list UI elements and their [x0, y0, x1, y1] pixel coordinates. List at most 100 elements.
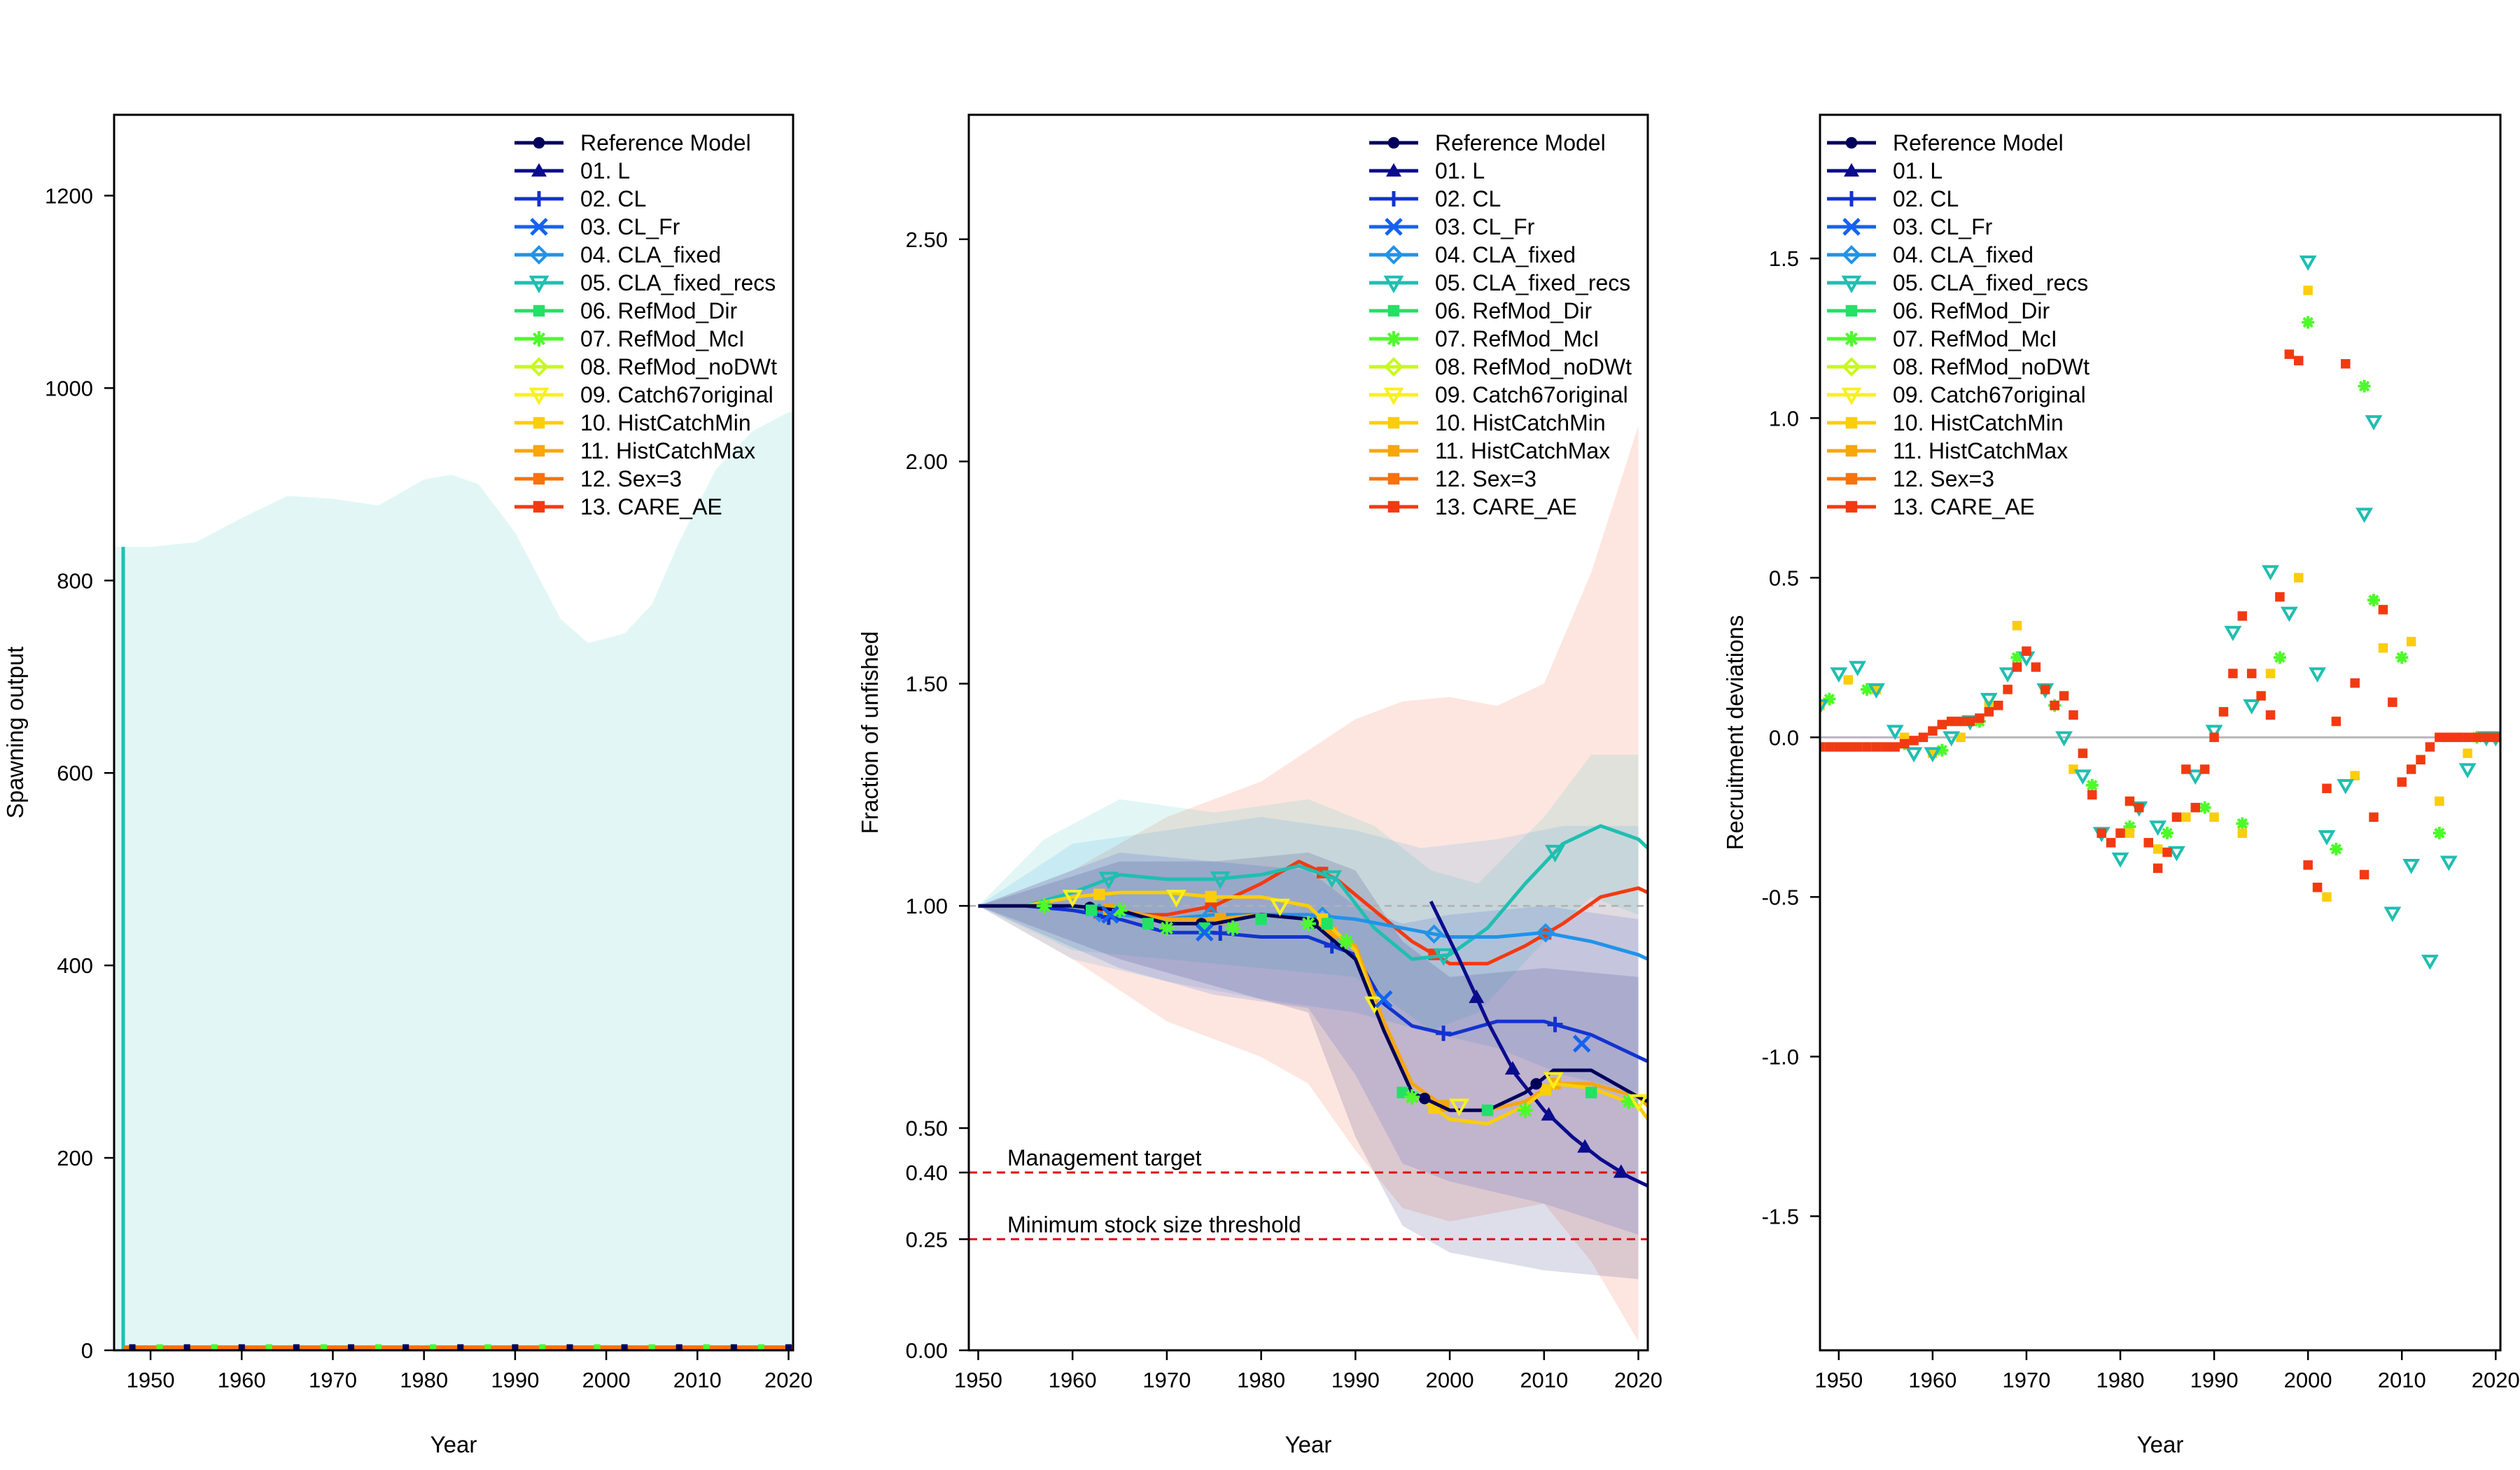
legend-marker — [528, 275, 550, 294]
legend-marker-shape — [1841, 387, 1862, 406]
data-point-shape — [2402, 859, 2421, 874]
data-point-shape — [1942, 731, 1961, 747]
data-point — [2237, 611, 2248, 621]
data-point — [1830, 667, 1848, 683]
series-marker-shape — [402, 1344, 410, 1350]
data-point-shape — [2218, 707, 2229, 717]
legend-marker-shape — [1841, 275, 1862, 294]
data-point — [1909, 736, 1919, 746]
legend-label: 08. RefMod_noDWt — [580, 354, 777, 379]
data-point-shape — [2198, 801, 2211, 814]
legend-label: 07. RefMod_McI — [580, 326, 745, 351]
data-point-shape — [1918, 732, 1928, 743]
legend-marker-shape — [531, 163, 547, 177]
legend-marker — [531, 163, 547, 177]
legend-item: 01. L — [514, 158, 630, 183]
data-point — [2123, 820, 2136, 834]
data-point-shape — [1861, 682, 1874, 696]
legend-label: Reference Model — [1893, 130, 2064, 155]
y-tick-label: 600 — [57, 761, 93, 785]
data-point — [2152, 863, 2163, 874]
legend-marker-shape — [1387, 472, 1400, 485]
series-marker — [402, 1344, 410, 1350]
series-marker-shape — [1530, 1078, 1542, 1090]
series-marker — [183, 1344, 190, 1350]
data-point-shape — [2152, 844, 2163, 854]
y-tick-label: 0 — [81, 1338, 93, 1363]
series-marker-shape — [1424, 924, 1444, 944]
series-marker — [348, 1344, 355, 1350]
legend-label: Reference Model — [580, 130, 751, 155]
legend-label: 05. CLA_fixed_recs — [1893, 270, 2088, 295]
data-point-shape — [1852, 742, 1863, 752]
legend-marker — [1384, 245, 1404, 265]
data-point — [1820, 699, 1829, 715]
legend-marker — [533, 136, 545, 149]
data-point-shape — [2425, 742, 2435, 752]
x-tick-label: 1970 — [1142, 1368, 1191, 1392]
legend-label: 01. L — [580, 158, 630, 183]
series-marker-shape — [730, 1344, 737, 1350]
series-marker — [1322, 870, 1343, 888]
data-point-shape — [2280, 606, 2298, 622]
series-marker — [265, 1344, 272, 1350]
data-point — [1918, 732, 1928, 743]
data-point — [2162, 847, 2172, 858]
series-marker — [1504, 1060, 1520, 1075]
legend-item: 13. CARE_AE — [514, 494, 722, 519]
x-tick-label: 2010 — [1520, 1368, 1568, 1392]
series-marker — [1212, 925, 1228, 941]
x-tick-label: 2000 — [2284, 1368, 2332, 1392]
series-marker-shape — [430, 1344, 437, 1350]
data-point-shape — [1820, 742, 1825, 752]
legend-item: Reference Model — [1369, 130, 1606, 155]
data-point — [2199, 764, 2210, 774]
plot-frame — [967, 113, 1649, 1352]
legend-label: 13. CARE_AE — [1893, 494, 2035, 519]
recruitment-deviations-panel: 1950 1960 1970 1980 1990 2000 2010 2020 -1.5 -1.0… — [1722, 113, 2520, 1457]
series-marker-shape — [785, 1344, 792, 1350]
legend-marker — [1387, 472, 1400, 485]
minimum-threshold-label: Minimum stock size threshold — [1007, 1212, 1301, 1237]
series-marker — [1375, 990, 1393, 1009]
series-marker-shape — [1375, 990, 1393, 1009]
series-marker — [211, 1344, 218, 1350]
data-point-shape — [2294, 356, 2304, 365]
data-point — [2198, 801, 2211, 814]
data-point — [2318, 830, 2336, 846]
legend-label: 12. Sex=3 — [1893, 466, 1994, 491]
series-marker-shape — [1517, 1102, 1533, 1119]
series-line — [978, 904, 1648, 1112]
series-marker — [1062, 890, 1083, 908]
legend-marker — [1841, 275, 1862, 294]
data-point — [2096, 828, 2106, 838]
legend-marker-shape — [1844, 191, 1859, 206]
series-marker-shape — [1205, 890, 1217, 903]
data-point-shape — [2378, 605, 2388, 615]
series-marker — [512, 1344, 519, 1350]
data-point-shape — [1881, 742, 1891, 752]
series-marker-shape — [1396, 1086, 1408, 1099]
legend-marker — [1845, 444, 1858, 457]
data-point — [1834, 742, 1844, 752]
data-point-shape — [2265, 710, 2276, 720]
data-point — [2444, 732, 2454, 743]
x-tick-label: 1970 — [309, 1368, 357, 1392]
data-point-shape — [1862, 742, 1872, 752]
legend-marker-shape — [1383, 275, 1404, 294]
y-tick-label: 1.00 — [906, 894, 948, 918]
legend-marker — [1386, 191, 1401, 206]
series-marker-shape — [1212, 925, 1228, 941]
series-marker-shape — [1196, 923, 1214, 941]
series-marker-shape — [1481, 1104, 1494, 1116]
series-marker-shape — [1210, 871, 1231, 890]
data-point-shape — [2205, 724, 2223, 741]
data-point-shape — [2087, 790, 2097, 800]
legend-item: 02. CL — [1369, 186, 1501, 211]
plot-frame — [1819, 113, 2502, 1352]
series-marker — [375, 1344, 382, 1350]
data-point — [2421, 954, 2439, 970]
series-marker-shape — [1536, 923, 1555, 943]
series-marker — [1543, 1072, 1564, 1090]
legend-marker-shape — [528, 275, 550, 294]
